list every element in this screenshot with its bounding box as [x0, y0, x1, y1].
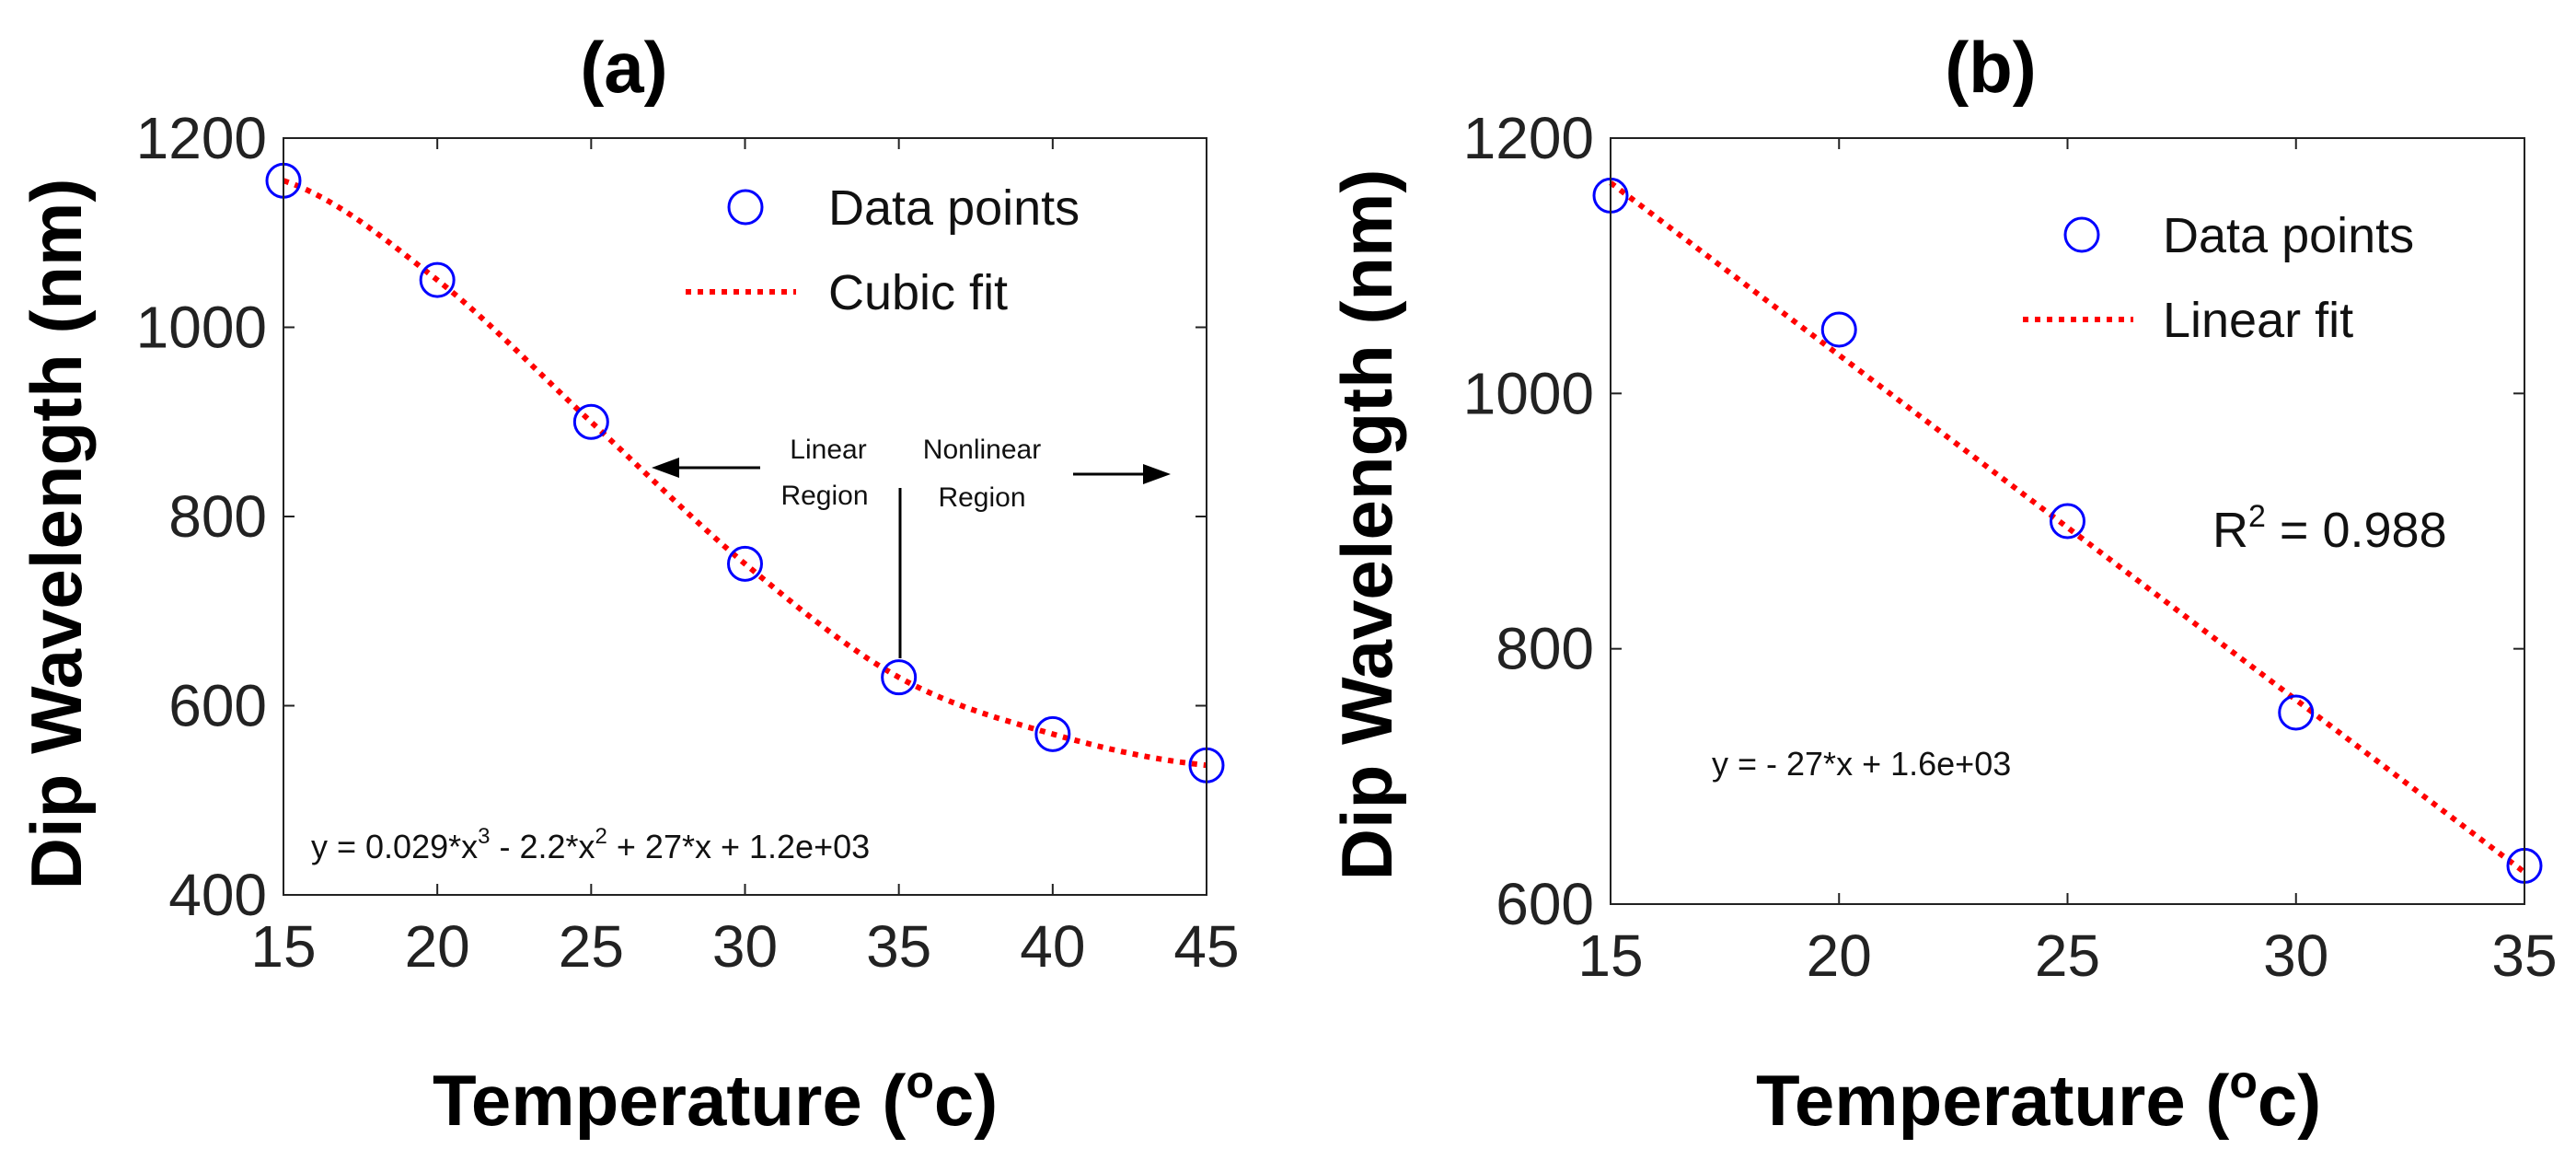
- panel-a-xtick-label: 20: [405, 913, 470, 980]
- panel-a-data-point: [419, 261, 456, 298]
- panel-a-cubic-fit-line: [283, 178, 1207, 769]
- panel-a-ytick-label: 1000: [136, 295, 267, 361]
- panel-a-xtick-label: 15: [250, 913, 316, 980]
- panel-a-legend: Data points Cubic fit: [686, 180, 1080, 320]
- panel-a-xlabel-tail: c): [934, 1060, 998, 1141]
- panel-a-linear-label-2: Region: [780, 481, 868, 511]
- panel-b-ytick-label: 1000: [1463, 360, 1594, 426]
- panel-b-xtick-label: 30: [2263, 923, 2328, 989]
- panel-b-plot-frame: [1610, 137, 2525, 905]
- panel-b-ytick-label: 1200: [1463, 105, 1594, 171]
- panel-a-ytick-label: 400: [168, 862, 267, 928]
- panel-b-xtick-label: 15: [1577, 923, 1643, 989]
- panel-a-eq-sup-2: 2: [595, 824, 607, 849]
- panel-a-ylabel: Dip Wavelength (nm): [16, 179, 97, 890]
- panel-b-legend-data-points: Data points: [2163, 208, 2414, 263]
- panel-a-plot-frame: [283, 137, 1207, 896]
- panel-a-equation: y = 0.029*x3 - 2.2*x2 + 27*x + 1.2e+03: [311, 824, 870, 865]
- panel-b-ytick-label: 600: [1496, 871, 1594, 937]
- panel-a-ticks: 15 20 25 30 35 40 45 400 600 800 1000 1200: [136, 105, 1240, 980]
- panel-a-ytick-label: 600: [168, 673, 267, 739]
- panel-a-label: (a): [580, 27, 667, 108]
- panel-b-r2-value: = 0.988: [2266, 503, 2447, 558]
- panel-a-xtick-label: 35: [866, 913, 931, 980]
- panel-b-xtick-label: 25: [2035, 923, 2100, 989]
- panel-a: (a) Dip Wavelength (nm) Temperature (oc)…: [16, 27, 1240, 1141]
- panel-b-ytick-label: 800: [1496, 616, 1594, 682]
- panel-a-data-point: [1034, 715, 1071, 752]
- panel-b-legend-linear-fit: Linear fit: [2163, 293, 2353, 348]
- panel-a-eq-sup-1: 3: [478, 824, 490, 849]
- panel-a-nonlinear-label-1: Nonlinear: [923, 435, 1041, 465]
- panel-a-xlabel-sup: o: [906, 1056, 934, 1108]
- panel-a-eq-part-1: y = 0.029*x: [311, 828, 478, 865]
- panel-a-data-point: [881, 659, 918, 696]
- panel-a-eq-part-3: + 27*x + 1.2e+03: [607, 828, 870, 865]
- panel-b-ticks: 15 20 25 30 35 600 800 1000 1200: [1463, 105, 2558, 989]
- panel-a-ytick-label: 1200: [136, 105, 267, 171]
- panel-a-linear-label-1: Linear: [790, 435, 866, 465]
- panel-b-xtick-label: 20: [1807, 923, 1872, 989]
- panel-a-left-arrowhead: [652, 458, 679, 478]
- panel-a-region-annotation: Linear Region Nonlinear Region: [652, 435, 1171, 658]
- panel-a-xlabel-main: Temperature (: [433, 1060, 906, 1141]
- panel-a-right-arrowhead: [1143, 464, 1171, 484]
- panel-b-equation: y = - 27*x + 1.6e+03: [1712, 745, 2011, 783]
- panel-b-data-point: [1820, 311, 1857, 348]
- panel-b-label: (b): [1945, 27, 2037, 108]
- panel-b-xlabel-sup: o: [2229, 1056, 2258, 1108]
- panel-b-data-point: [2278, 694, 2315, 731]
- panel-b-xlabel-main: Temperature (: [1756, 1060, 2229, 1141]
- panel-b-r2-sup: 2: [2248, 499, 2266, 534]
- panel-a-xtick-label: 40: [1020, 913, 1085, 980]
- panel-a-eq-part-2: - 2.2*x: [490, 828, 595, 865]
- panel-b-legend: Data points Linear fit: [2023, 208, 2414, 348]
- panel-a-xtick-label: 30: [712, 913, 778, 980]
- panel-b-r2-r: R: [2212, 503, 2248, 558]
- panel-a-legend-data-points: Data points: [828, 180, 1080, 236]
- panel-b-r-squared: R2 = 0.988: [2212, 499, 2447, 558]
- panel-b: (b) Dip Wavelength (nm) Temperature (oc)…: [1326, 27, 2558, 1141]
- panel-b-xlabel-tail: c): [2258, 1060, 2321, 1141]
- panel-a-nonlinear-label-2: Region: [938, 482, 1025, 513]
- panel-a-legend-cubic-fit: Cubic fit: [828, 265, 1008, 320]
- panel-a-ytick-label: 800: [168, 483, 267, 550]
- panel-a-xtick-label: 25: [559, 913, 624, 980]
- panel-b-xtick-label: 35: [2491, 923, 2557, 989]
- panel-a-xlabel: Temperature (oc): [433, 1056, 998, 1141]
- panel-b-legend-marker: [2063, 216, 2100, 253]
- panel-a-legend-marker: [727, 189, 764, 226]
- panel-a-xtick-label: 45: [1173, 913, 1239, 980]
- panel-b-data-point: [2050, 503, 2085, 540]
- panel-a-data-point: [572, 403, 609, 440]
- panel-b-ylabel: Dip Wavelength (nm): [1326, 169, 1407, 881]
- panel-b-xlabel: Temperature (oc): [1756, 1056, 2321, 1141]
- panel-a-data-point: [727, 545, 763, 582]
